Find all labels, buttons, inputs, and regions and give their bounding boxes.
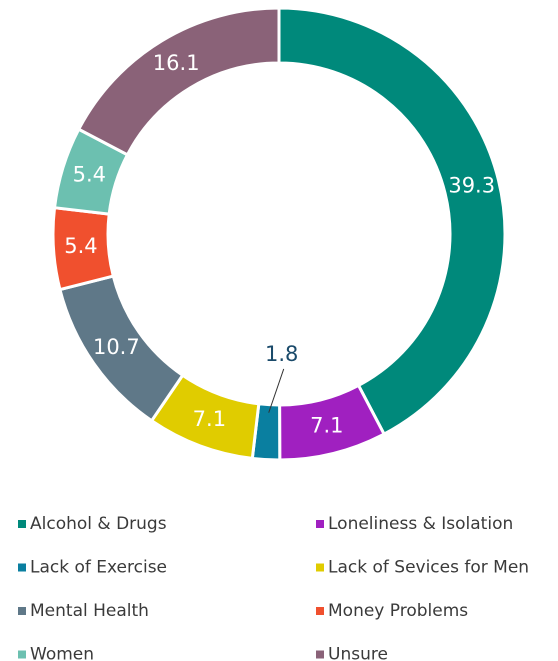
legend-swatch — [316, 650, 324, 659]
legend-swatch — [316, 520, 324, 528]
data-label: 7.1 — [193, 407, 226, 431]
slice — [76, 6, 281, 157]
legend-swatch — [316, 607, 324, 615]
legend-swatch — [18, 607, 26, 615]
data-label: 39.3 — [448, 173, 495, 197]
data-label: 1.8 — [265, 342, 298, 366]
legend-label: Alcohol & Drugs — [30, 514, 167, 534]
legend-swatch — [18, 520, 26, 528]
legend-label: Women — [30, 645, 94, 661]
legend-swatch — [316, 563, 324, 572]
legend-label: Mental Health — [30, 601, 149, 621]
leader-line — [268, 368, 285, 413]
legend-label: Lack of Exercise — [30, 558, 167, 578]
data-label: 7.1 — [310, 414, 343, 438]
legend-swatch — [18, 650, 26, 659]
legend-label: Lack of Sevices for Men — [328, 558, 529, 578]
slice — [277, 6, 507, 437]
legend-swatch — [18, 563, 26, 572]
data-label: 10.7 — [93, 335, 140, 359]
data-label: 16.1 — [153, 51, 200, 75]
legend-label: Money Problems — [328, 601, 468, 621]
legend-label: Loneliness & Isolation — [328, 514, 513, 534]
data-label: 5.4 — [73, 162, 106, 186]
legend-label: Unsure — [328, 645, 388, 661]
data-label: 5.4 — [64, 234, 97, 258]
